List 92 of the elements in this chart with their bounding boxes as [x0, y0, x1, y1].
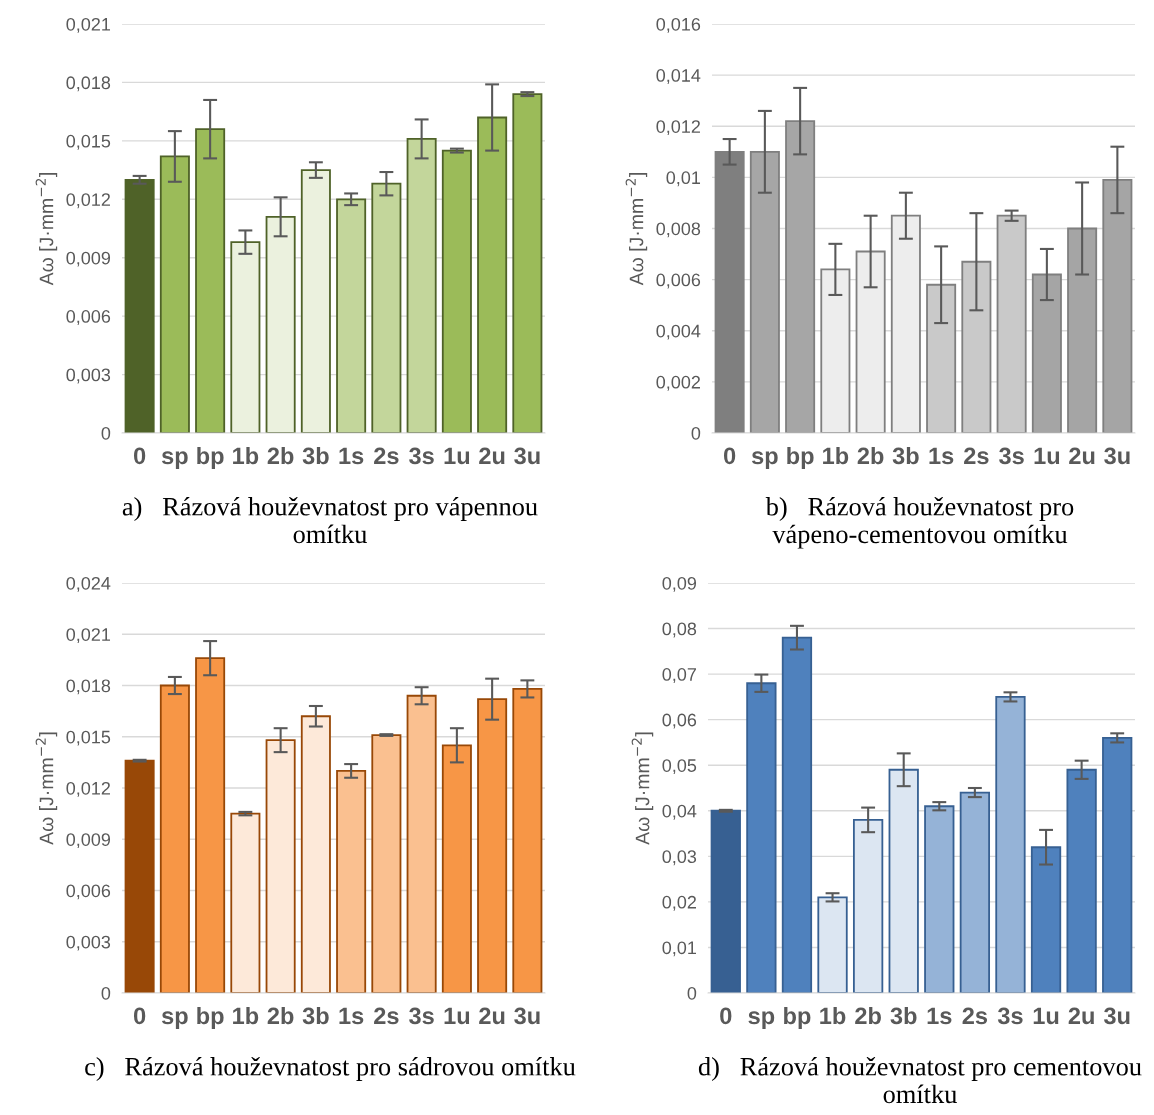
x-tick-label: 1u — [1034, 447, 1060, 465]
x-tick-label: 3u — [1104, 447, 1130, 465]
y-tick-label: 0,016 — [656, 17, 701, 33]
text: b) Rázová houževnatost pro vápeno-cementovou omítku — [765, 497, 1074, 549]
x-tick-label: 1u — [444, 447, 470, 465]
x-tick-label: 1b — [233, 1006, 259, 1025]
y-axis-title: Aω [J·mm$^{−2}$] — [625, 173, 648, 286]
x-tick-label: 2b — [857, 446, 884, 465]
y-tick-label: 0,018 — [66, 76, 111, 92]
y-tick-label: 0,008 — [656, 222, 701, 238]
y-tick-label: 0,04 — [662, 804, 697, 820]
x-tick-label: 3b — [890, 1006, 917, 1025]
y-tick-label: 0,06 — [662, 713, 697, 729]
x-tick-label: 2s — [374, 1007, 399, 1025]
y-axis-title: Aω [J·mm$^{−2}$] — [631, 732, 654, 845]
text: c) Rázová houževnatost pro sádrovou omítku — [85, 1057, 576, 1081]
y-tick-label: 0,01 — [662, 941, 697, 957]
y-tick-label: 0,003 — [66, 935, 111, 951]
y-axis-title: Aω [J·mm$^{−2}$] — [35, 732, 58, 845]
x-tick-label: bp — [787, 446, 814, 469]
x-tick-label: 2s — [962, 1007, 988, 1025]
x-tick-label: 3b — [302, 1006, 329, 1025]
x-tick-label: 2b — [267, 1006, 294, 1025]
x-tick-label: 1s — [339, 1007, 364, 1025]
y-tick-label: 0,021 — [66, 17, 111, 33]
x-tick-label: 3b — [892, 446, 919, 465]
y-tick-label: 0,002 — [656, 375, 700, 391]
y-tick-label: 0,03 — [662, 850, 697, 866]
x-tick-label: 1s — [929, 447, 954, 465]
x-tick-label: 1u — [444, 1007, 470, 1025]
x-tick-label: 2s — [374, 447, 399, 465]
x-tick-label: 2b — [855, 1006, 881, 1025]
x-tick-label: sp — [748, 1011, 775, 1029]
x-tick-label: bp — [197, 1006, 224, 1029]
x-tick-label: 3s — [409, 447, 434, 465]
y-tick-label: 0,08 — [662, 622, 697, 638]
y-tick-label: 0,018 — [66, 679, 111, 695]
x-tick-label: 3s — [999, 447, 1024, 465]
y-tick-label: 0,006 — [656, 273, 701, 289]
x-tick-label: 3u — [1103, 1007, 1130, 1025]
x-tick-label: 3u — [514, 447, 540, 465]
y-tick-label: 0 — [691, 426, 701, 440]
text: d) Rázová houževnatost pro cementovou omítku — [698, 1057, 1142, 1104]
x-tick-label: 0 — [720, 1007, 732, 1025]
y-tick-label: 0,05 — [662, 759, 697, 775]
y-tick-label: 0,006 — [66, 884, 111, 900]
x-tick-label: 3s — [997, 1007, 1023, 1025]
x-tick-label: 2u — [1069, 447, 1095, 465]
y-tick-label: 0,012 — [656, 120, 700, 136]
x-tick-label: 0 — [133, 1007, 146, 1025]
x-tick-label: 2u — [1068, 1007, 1094, 1025]
x-tick-label: sp — [161, 451, 188, 469]
x-tick-label: 1s — [927, 1007, 952, 1025]
y-tick-label: 0,09 — [662, 576, 697, 592]
y-tick-label: 0,021 — [66, 628, 111, 644]
x-tick-label: 3u — [514, 1007, 540, 1025]
y-tick-label: 0,015 — [66, 730, 111, 746]
y-tick-label: 0,004 — [656, 324, 701, 340]
x-tick-label: 3s — [409, 1007, 434, 1025]
x-tick-label: 1s — [339, 447, 364, 465]
y-tick-label: 0,009 — [66, 251, 111, 267]
y-tick-label: 0,07 — [662, 668, 696, 683]
y-tick-label: 0,014 — [656, 69, 701, 84]
x-tick-label: 1b — [823, 446, 849, 465]
y-tick-label: 0,012 — [66, 193, 110, 209]
x-tick-label: 0 — [133, 447, 146, 465]
x-tick-label: 2b — [267, 446, 294, 465]
x-tick-label: 2u — [479, 447, 505, 465]
y-tick-label: 0,006 — [66, 310, 111, 325]
y-tick-label: 0 — [687, 986, 697, 1000]
x-tick-label: bp — [197, 446, 224, 469]
y-axis-title: Aω [J·mm$^{−2}$] — [35, 173, 58, 286]
y-tick-label: 0,015 — [66, 134, 111, 150]
y-tick-label: 0 — [101, 426, 111, 440]
y-tick-label: 0 — [101, 986, 111, 1000]
y-tick-label: 0,012 — [66, 781, 110, 797]
x-tick-label: 1b — [820, 1006, 846, 1025]
y-tick-label: 0,01 — [666, 171, 701, 187]
x-tick-label: 2s — [964, 447, 989, 465]
x-tick-label: 2u — [479, 1007, 505, 1025]
x-tick-label: bp — [784, 1006, 811, 1029]
x-tick-label: 0 — [723, 447, 736, 465]
y-tick-label: 0,024 — [66, 576, 111, 592]
x-tick-label: 1u — [1033, 1007, 1059, 1025]
y-tick-label: 0,003 — [66, 368, 111, 384]
x-tick-label: 1b — [233, 446, 259, 465]
x-tick-label: sp — [161, 1011, 188, 1029]
x-tick-label: 3b — [302, 446, 329, 465]
y-tick-label: 0,009 — [66, 833, 111, 849]
text: a) Rázová houževnatost pro vápennou omítku — [122, 497, 538, 544]
y-tick-label: 0,02 — [662, 895, 696, 911]
x-tick-label: sp — [751, 451, 778, 469]
